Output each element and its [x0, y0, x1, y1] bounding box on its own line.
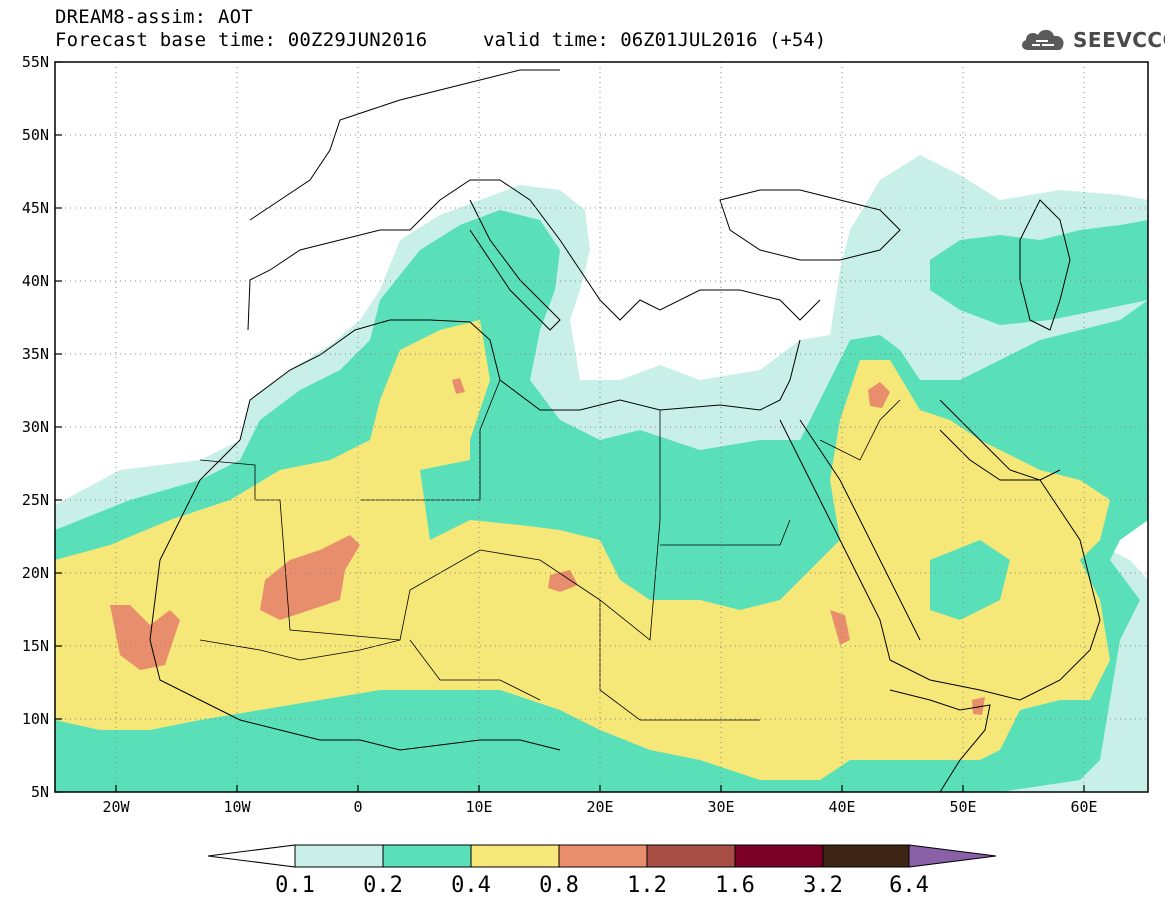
lon-label: 20E [586, 798, 613, 816]
aot-band-0.8-chad [548, 570, 578, 592]
aot-band-0.8-somalia [972, 697, 985, 715]
valid-time: valid time: 06Z01JUL2016 (+54) [483, 29, 827, 51]
aot-band-0.2-libya [420, 460, 800, 590]
aot-band-0.2-sahel [110, 745, 600, 790]
colorbar-above [908, 844, 997, 868]
lat-label: 30N [22, 418, 49, 436]
lon-label: 60E [1070, 798, 1097, 816]
map-title: DREAM8-assim: AOT [55, 6, 253, 28]
lat-label: 50N [22, 126, 49, 144]
aot-contours [55, 155, 1148, 792]
legend-level: 6.4 [889, 873, 929, 898]
colorbar-swatch [470, 844, 560, 868]
lat-label: 5N [31, 783, 49, 801]
forecast-base-time: Forecast base time: 00Z29JUN2016 [55, 29, 428, 51]
logo-text: SEEVCCC [1073, 28, 1165, 52]
aot-band-0.2-arabia [930, 540, 1010, 620]
colorbar-swatch [822, 844, 910, 868]
aot-band-0.8-libya [452, 378, 465, 394]
seevccc-logo: SEEVCCC [1018, 24, 1165, 56]
legend-level: 3.2 [803, 873, 843, 898]
lon-label: 30E [707, 798, 734, 816]
colorbar-swatch [382, 844, 472, 868]
aot-band-0.8-senegal [110, 605, 180, 670]
cloud-icon [1022, 29, 1064, 50]
lon-label: 50E [949, 798, 976, 816]
lon-labels: 20W 10W 0 10E 20E 30E 40E 50E 60E [102, 798, 1097, 816]
colorbar-below [207, 844, 296, 868]
colorbar-swatch [558, 844, 648, 868]
legend-level: 1.6 [715, 873, 755, 898]
colorbar [207, 844, 997, 868]
lat-label: 40N [22, 272, 49, 290]
legend-level: 1.2 [627, 873, 667, 898]
lat-label: 45N [22, 199, 49, 217]
axis-ticks [55, 61, 1085, 793]
legend-level: 0.1 [275, 873, 315, 898]
legend-level: 0.2 [363, 873, 403, 898]
aot-band-0.8-iraq [868, 382, 890, 408]
lat-label: 20N [22, 564, 49, 582]
legend-level: 0.4 [451, 873, 491, 898]
colorbar-swatch [734, 844, 824, 868]
aot-band-0.8-mali [260, 535, 360, 620]
lat-label: 10N [22, 710, 49, 728]
lat-label: 25N [22, 491, 49, 509]
aot-band-0.2-north [930, 220, 1148, 325]
legend-level: 0.8 [539, 873, 579, 898]
lon-label: 0 [353, 798, 362, 816]
colorbar-labels: 0.1 0.2 0.4 0.8 1.2 1.6 3.2 6.4 [275, 873, 929, 898]
lat-labels: 55N 50N 45N 40N 35N 30N 25N 20N 15N 10N … [22, 53, 49, 801]
colorbar-swatch [646, 844, 736, 868]
lon-label: 40E [828, 798, 855, 816]
lon-label: 10E [465, 798, 492, 816]
lat-label: 15N [22, 637, 49, 655]
lon-label: 20W [102, 798, 130, 816]
map-grid [55, 62, 1148, 792]
lon-label: 10W [223, 798, 251, 816]
aot-band-0.4 [55, 320, 1110, 780]
colorbar-swatch [294, 844, 384, 868]
aot-band-0.8-sudan [830, 610, 850, 645]
lat-label: 55N [22, 53, 49, 71]
lat-label: 35N [22, 345, 49, 363]
